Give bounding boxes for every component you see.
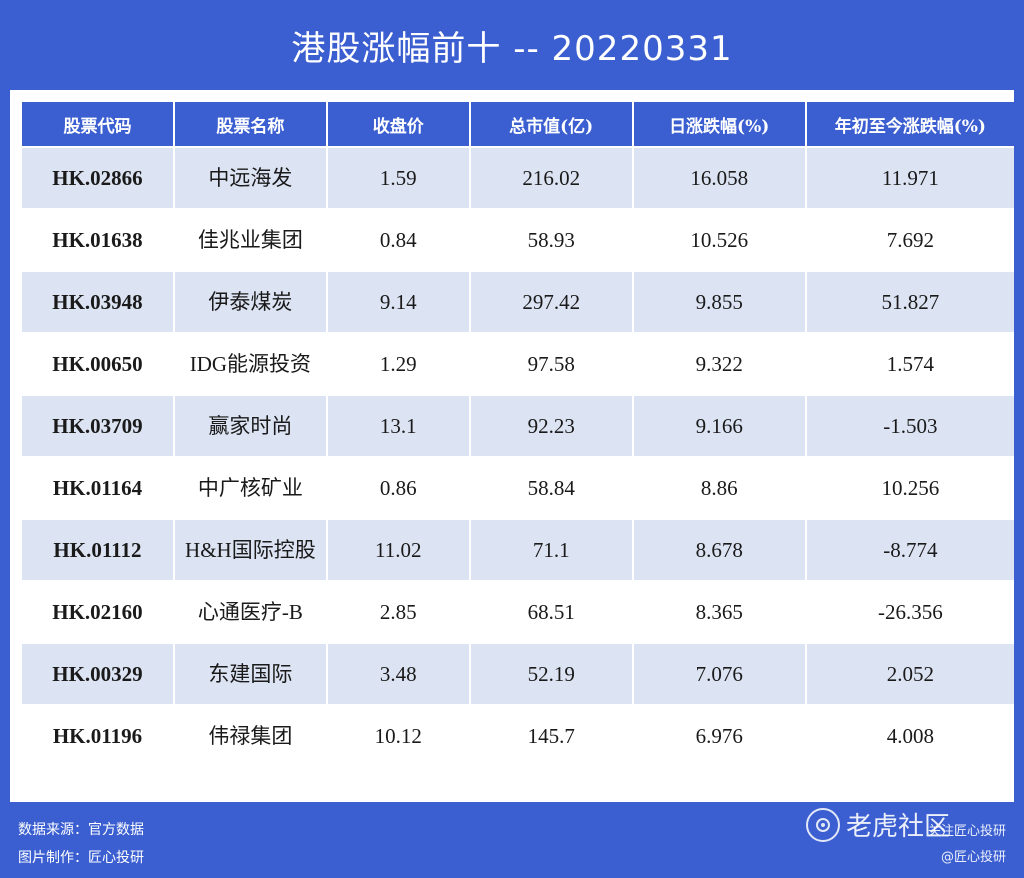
- day-change-cell: 8.365: [633, 582, 805, 642]
- market-cap-cell: 145.7: [470, 706, 632, 766]
- table-row: HK.03709 赢家时尚 13.1 92.23 9.166 -1.503: [22, 396, 1014, 456]
- table-row: HK.03948 伊泰煤炭 9.14 297.42 9.855 51.827: [22, 272, 1014, 332]
- stock-name-cell: H&H国际控股: [174, 520, 326, 580]
- data-source-label: 数据来源：官方数据: [18, 822, 144, 838]
- day-change-cell: 16.058: [633, 148, 805, 208]
- stock-code-cell: HK.00329: [22, 644, 173, 704]
- stock-code-cell: HK.03709: [22, 396, 173, 456]
- table-panel: 股票代码 股票名称 收盘价 总市值(亿) 日涨跌幅(%) 年初至今涨跌幅(%) …: [10, 90, 1014, 802]
- market-cap-cell: 68.51: [470, 582, 632, 642]
- table-row: HK.00329 东建国际 3.48 52.19 7.076 2.052: [22, 644, 1014, 704]
- stock-code-cell: HK.01112: [22, 520, 173, 580]
- image-maker-label: 图片制作：匠心投研: [18, 850, 144, 866]
- stock-name-cell: 赢家时尚: [174, 396, 326, 456]
- table-row: HK.01164 中广核矿业 0.86 58.84 8.86 10.256: [22, 458, 1014, 518]
- close-price-cell: 2.85: [327, 582, 469, 642]
- stock-name-cell: 伟禄集团: [174, 706, 326, 766]
- day-change-cell: 9.166: [633, 396, 805, 456]
- watermark: 老虎社区 关注匠心投研 @匠心投研: [806, 806, 1006, 870]
- ytd-change-cell: -26.356: [806, 582, 1014, 642]
- market-cap-cell: 58.93: [470, 210, 632, 270]
- watermark-handle-text: @匠心投研: [940, 850, 1006, 865]
- day-change-cell: 7.076: [633, 644, 805, 704]
- stock-name-cell: 中远海发: [174, 148, 326, 208]
- ytd-change-cell: 7.692: [806, 210, 1014, 270]
- stock-name-cell: 佳兆业集团: [174, 210, 326, 270]
- day-change-cell: 8.678: [633, 520, 805, 580]
- day-change-cell: 10.526: [633, 210, 805, 270]
- stock-name-cell: 东建国际: [174, 644, 326, 704]
- header-ytd-change: 年初至今涨跌幅(%): [806, 102, 1014, 146]
- watermark-follow-text: 关注匠心投研: [927, 824, 1006, 839]
- market-cap-cell: 52.19: [470, 644, 632, 704]
- ytd-change-cell: 1.574: [806, 334, 1014, 394]
- tiger-community-icon: [806, 808, 840, 842]
- header-code: 股票代码: [22, 102, 173, 146]
- market-cap-cell: 97.58: [470, 334, 632, 394]
- ytd-change-cell: 10.256: [806, 458, 1014, 518]
- stock-code-cell: HK.01196: [22, 706, 173, 766]
- stock-code-cell: HK.00650: [22, 334, 173, 394]
- market-cap-cell: 71.1: [470, 520, 632, 580]
- header-name: 股票名称: [174, 102, 326, 146]
- header-market-cap: 总市值(亿): [470, 102, 632, 146]
- day-change-cell: 9.855: [633, 272, 805, 332]
- ytd-change-cell: 11.971: [806, 148, 1014, 208]
- close-price-cell: 1.59: [327, 148, 469, 208]
- stock-name-cell: 中广核矿业: [174, 458, 326, 518]
- close-price-cell: 9.14: [327, 272, 469, 332]
- stock-code-cell: HK.01638: [22, 210, 173, 270]
- table-row: HK.01638 佳兆业集团 0.84 58.93 10.526 7.692: [22, 210, 1014, 270]
- watermark-brand: 老虎社区: [846, 812, 951, 842]
- day-change-cell: 6.976: [633, 706, 805, 766]
- footer-credits: 数据来源：官方数据 图片制作：匠心投研: [18, 816, 144, 872]
- close-price-cell: 11.02: [327, 520, 469, 580]
- table-header-row: 股票代码 股票名称 收盘价 总市值(亿) 日涨跌幅(%) 年初至今涨跌幅(%): [22, 102, 1014, 146]
- stock-name-cell: 伊泰煤炭: [174, 272, 326, 332]
- close-price-cell: 13.1: [327, 396, 469, 456]
- ytd-change-cell: -1.503: [806, 396, 1014, 456]
- ytd-change-cell: 4.008: [806, 706, 1014, 766]
- table-row: HK.00650 IDG能源投资 1.29 97.58 9.322 1.574: [22, 334, 1014, 394]
- day-change-cell: 8.86: [633, 458, 805, 518]
- market-cap-cell: 297.42: [470, 272, 632, 332]
- stock-code-cell: HK.02160: [22, 582, 173, 642]
- stock-table: 股票代码 股票名称 收盘价 总市值(亿) 日涨跌幅(%) 年初至今涨跌幅(%) …: [20, 100, 1016, 768]
- market-cap-cell: 216.02: [470, 148, 632, 208]
- stock-name-cell: IDG能源投资: [174, 334, 326, 394]
- market-cap-cell: 58.84: [470, 458, 632, 518]
- ytd-change-cell: 2.052: [806, 644, 1014, 704]
- ytd-change-cell: 51.827: [806, 272, 1014, 332]
- day-change-cell: 9.322: [633, 334, 805, 394]
- stock-code-cell: HK.03948: [22, 272, 173, 332]
- table-row: HK.01112 H&H国际控股 11.02 71.1 8.678 -8.774: [22, 520, 1014, 580]
- header-day-change: 日涨跌幅(%): [633, 102, 805, 146]
- stock-name-cell: 心通医疗-B: [174, 582, 326, 642]
- close-price-cell: 10.12: [327, 706, 469, 766]
- header-close: 收盘价: [327, 102, 469, 146]
- close-price-cell: 0.84: [327, 210, 469, 270]
- ytd-change-cell: -8.774: [806, 520, 1014, 580]
- close-price-cell: 0.86: [327, 458, 469, 518]
- table-row: HK.02160 心通医疗-B 2.85 68.51 8.365 -26.356: [22, 582, 1014, 642]
- close-price-cell: 1.29: [327, 334, 469, 394]
- page-title: 港股涨幅前十 -- 20220331: [291, 28, 733, 69]
- close-price-cell: 3.48: [327, 644, 469, 704]
- stock-code-cell: HK.01164: [22, 458, 173, 518]
- stock-code-cell: HK.02866: [22, 148, 173, 208]
- market-cap-cell: 92.23: [470, 396, 632, 456]
- table-row: HK.02866 中远海发 1.59 216.02 16.058 11.971: [22, 148, 1014, 208]
- table-row: HK.01196 伟禄集团 10.12 145.7 6.976 4.008: [22, 706, 1014, 766]
